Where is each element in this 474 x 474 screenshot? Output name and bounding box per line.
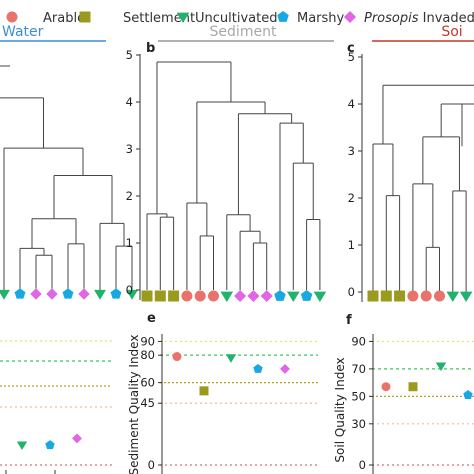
- leaf-marker: [181, 290, 193, 302]
- leaf-marker: [94, 289, 106, 300]
- soil-dendrogram-tick-label: 1: [348, 238, 355, 252]
- soil-quality-tick-label: 30: [351, 417, 366, 431]
- legend-label-marshy: Marshy: [297, 11, 345, 26]
- leaf-marker: [14, 288, 26, 299]
- data-point: [16, 441, 28, 451]
- panel-f-letter: f: [346, 313, 352, 328]
- scatter-water-quality: [0, 340, 112, 474]
- data-point: [463, 390, 473, 399]
- panel-b-letter: b: [146, 41, 155, 56]
- dendrogram-soil: 0 1 2 3 4 5: [348, 50, 474, 303]
- data-point: [381, 382, 391, 392]
- panel-b-title: b Sediment: [146, 24, 334, 56]
- sediment-quality-tick-label: 80: [140, 348, 155, 362]
- leaf-marker: [367, 290, 379, 302]
- sediment-quality-tick-label: 45: [140, 396, 155, 410]
- leaf-marker: [274, 289, 286, 301]
- leaf-marker: [0, 289, 10, 300]
- leaf-marker: [247, 289, 260, 303]
- sediment-quality-ylabel: Sediment Quality Index: [127, 335, 141, 474]
- sediment-dendrogram-tick-label: 0: [126, 283, 133, 297]
- leaf-marker: [30, 288, 42, 300]
- scatter-soil-quality: f 0 30 50 70 90 Soil Quality Index: [333, 313, 474, 474]
- soil-title: Soi: [441, 24, 462, 40]
- legend: Arable Settlement Uncultivated Marshy Prosop…: [6, 10, 474, 26]
- legend-label-arable: Arable: [43, 11, 85, 26]
- panel-c-letter: c: [347, 41, 355, 56]
- leaf-marker: [62, 288, 74, 299]
- legend-label-uncultivated: Uncultivated: [195, 11, 277, 26]
- leaf-marker: [407, 290, 419, 302]
- data-point: [45, 440, 55, 450]
- soil-quality-ylabel: Soil Quality Index: [333, 357, 347, 462]
- leaf-marker: [286, 291, 300, 303]
- sediment-quality-tick-label: 90: [140, 334, 155, 348]
- legend-marker-settlement: [79, 11, 91, 23]
- leaf-marker: [446, 291, 460, 303]
- sediment-quality-tick-label: 60: [140, 376, 155, 390]
- leaf-marker: [234, 289, 247, 303]
- legend-label-prosopis: Prosopis Invaded: [364, 11, 474, 26]
- sediment-dendrogram-tick-label: 3: [126, 142, 133, 156]
- legend-marker-arable: [6, 11, 18, 23]
- sediment-dendrogram-tick-label: 2: [126, 189, 133, 203]
- leaf-marker: [380, 290, 392, 302]
- soil-dendrogram-tick-label: 2: [348, 191, 355, 205]
- leaf-marker: [459, 291, 473, 303]
- legend-marker-marshy: [277, 10, 289, 22]
- sediment-dendrogram-tick-label: 5: [126, 48, 133, 62]
- leaf-marker: [194, 290, 206, 302]
- panel-e-letter: e: [147, 311, 156, 326]
- panel-c-title: c Soi: [347, 24, 474, 56]
- panel-a-title: Water: [0, 24, 106, 42]
- leaf-marker: [434, 290, 445, 302]
- data-point: [72, 433, 82, 444]
- soil-dendrogram-tick-label: 0: [348, 285, 355, 299]
- leaf-marker: [313, 291, 327, 303]
- data-point: [435, 362, 447, 372]
- leaf-marker: [154, 290, 166, 302]
- leaf-marker: [394, 290, 406, 302]
- soil-quality-tick-label: 0: [359, 458, 366, 472]
- sediment-quality-tick-label: 0: [148, 458, 155, 472]
- leaf-marker: [110, 288, 122, 299]
- leaf-marker: [420, 290, 432, 302]
- leaf-marker: [300, 289, 313, 301]
- data-point: [253, 363, 263, 373]
- sediment-dendrogram-tick-label: 4: [126, 95, 133, 109]
- leaf-marker: [46, 288, 58, 300]
- sediment-title: Sediment: [210, 24, 277, 40]
- data-point: [280, 363, 290, 374]
- data-point: [408, 382, 418, 392]
- sediment-dendrogram-tick-label: 1: [126, 236, 133, 250]
- soil-quality-tick-label: 50: [351, 389, 366, 403]
- leaf-marker: [208, 290, 219, 302]
- soil-quality-tick-label: 70: [351, 362, 366, 376]
- leaf-marker: [141, 290, 153, 302]
- leaf-marker: [260, 289, 273, 303]
- data-point: [225, 354, 237, 363]
- leaf-marker: [220, 291, 234, 303]
- soil-dendrogram-tick-label: 3: [348, 144, 355, 158]
- water-title: Water: [2, 24, 44, 40]
- legend-marker-uncultivated: [176, 12, 190, 24]
- dendrogram-water: [0, 65, 138, 300]
- soil-dendrogram-tick-label: 4: [348, 97, 355, 111]
- soil-quality-tick-label: 90: [351, 334, 366, 348]
- legend-marker-prosopis: [343, 10, 357, 24]
- data-point: [199, 386, 209, 396]
- legend-label-settlement: Settlement: [123, 11, 195, 26]
- leaf-marker: [126, 289, 138, 300]
- dendrogram-sediment: 0 1 2 3 4 5: [126, 48, 327, 303]
- leaf-marker: [168, 290, 180, 302]
- soil-dendrogram-tick-label: 5: [348, 50, 355, 64]
- leaf-marker: [78, 288, 90, 300]
- data-point: [172, 352, 182, 362]
